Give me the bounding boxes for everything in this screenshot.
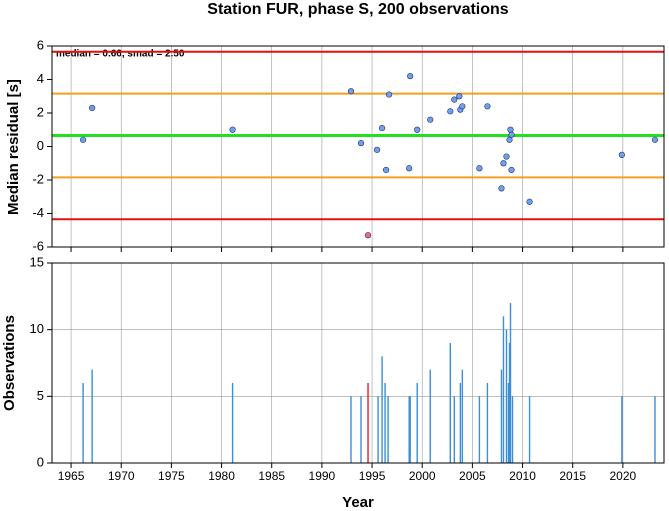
y-tick-label: -2 bbox=[32, 171, 44, 186]
bar bbox=[360, 396, 362, 463]
point bbox=[508, 166, 515, 174]
bar bbox=[377, 396, 379, 463]
x-tick-label: 2010 bbox=[509, 469, 536, 483]
chart-title: Station FUR, phase S, 200 observations bbox=[207, 1, 509, 18]
y-tick-label: -6 bbox=[32, 238, 44, 253]
point bbox=[476, 165, 483, 172]
bar bbox=[502, 316, 505, 463]
bar bbox=[509, 303, 512, 463]
point bbox=[347, 88, 355, 95]
bar bbox=[459, 383, 462, 463]
x-tick-label: 1995 bbox=[359, 469, 386, 483]
bar bbox=[654, 396, 656, 463]
y-tick-label: 15 bbox=[30, 254, 44, 269]
bar bbox=[429, 369, 431, 463]
y-tick-label: 0 bbox=[37, 454, 44, 469]
bar bbox=[231, 383, 234, 463]
plot-frame bbox=[51, 262, 665, 464]
bar bbox=[381, 356, 383, 463]
bar bbox=[508, 343, 511, 463]
y-tick-label: 4 bbox=[37, 71, 44, 86]
bar bbox=[449, 343, 452, 463]
plot-frame bbox=[51, 45, 665, 248]
bar bbox=[91, 369, 93, 463]
bar bbox=[387, 396, 389, 463]
bar bbox=[528, 396, 531, 463]
x-tick-label: 1980 bbox=[208, 469, 235, 483]
y-axis-label: Median residual [s] bbox=[5, 79, 22, 215]
bar bbox=[350, 396, 352, 463]
x-axis-label: Year bbox=[342, 494, 374, 511]
bar bbox=[384, 383, 386, 463]
point bbox=[508, 131, 515, 138]
x-tick-label: 2020 bbox=[610, 469, 637, 483]
point bbox=[414, 126, 421, 133]
bar bbox=[511, 396, 514, 463]
point bbox=[406, 165, 413, 172]
point bbox=[447, 108, 454, 115]
point bbox=[373, 146, 381, 153]
x-tick-label: 1990 bbox=[309, 469, 336, 483]
x-tick-label: 1985 bbox=[258, 469, 285, 483]
annotation: median = 0.66, smad = 2.50 bbox=[56, 49, 185, 60]
x-tick-label: 1970 bbox=[108, 469, 135, 483]
y-tick-label: -4 bbox=[32, 205, 44, 220]
y-axis-label: Observations bbox=[1, 315, 18, 411]
x-tick-label: 2005 bbox=[459, 469, 486, 483]
bar bbox=[505, 329, 508, 463]
point bbox=[498, 185, 505, 192]
point bbox=[500, 160, 507, 167]
x-tick-label: 2000 bbox=[409, 469, 436, 483]
point bbox=[357, 140, 365, 147]
bar bbox=[486, 383, 489, 463]
bar bbox=[416, 383, 418, 463]
y-tick-label: 5 bbox=[37, 388, 44, 403]
bar bbox=[507, 383, 510, 463]
bar bbox=[461, 369, 464, 463]
bar bbox=[453, 396, 456, 463]
bar bbox=[82, 383, 84, 463]
bar bbox=[409, 396, 411, 463]
point bbox=[507, 126, 514, 133]
point bbox=[364, 232, 372, 239]
point bbox=[451, 96, 458, 103]
point bbox=[80, 136, 87, 143]
point bbox=[407, 73, 414, 80]
y-tick-label: 2 bbox=[37, 104, 44, 119]
point bbox=[484, 103, 491, 110]
point bbox=[651, 136, 659, 143]
bar bbox=[408, 396, 410, 463]
point bbox=[427, 116, 434, 123]
point bbox=[503, 153, 510, 160]
point bbox=[459, 103, 466, 110]
bar bbox=[367, 383, 369, 463]
y-tick-label: 6 bbox=[37, 37, 44, 52]
y-tick-label: 0 bbox=[37, 138, 44, 153]
point bbox=[526, 198, 533, 205]
point bbox=[89, 104, 96, 112]
bar bbox=[621, 396, 623, 463]
bar bbox=[478, 396, 481, 463]
bar bbox=[500, 369, 503, 463]
point bbox=[382, 166, 390, 174]
x-tick-label: 1975 bbox=[158, 469, 185, 483]
point bbox=[378, 124, 386, 132]
x-tick-label: 2015 bbox=[559, 469, 586, 483]
x-tick-label: 1965 bbox=[58, 469, 85, 483]
point bbox=[229, 126, 236, 133]
y-tick-label: 10 bbox=[30, 321, 44, 336]
point bbox=[456, 93, 463, 100]
point bbox=[386, 91, 393, 98]
point bbox=[618, 151, 625, 158]
